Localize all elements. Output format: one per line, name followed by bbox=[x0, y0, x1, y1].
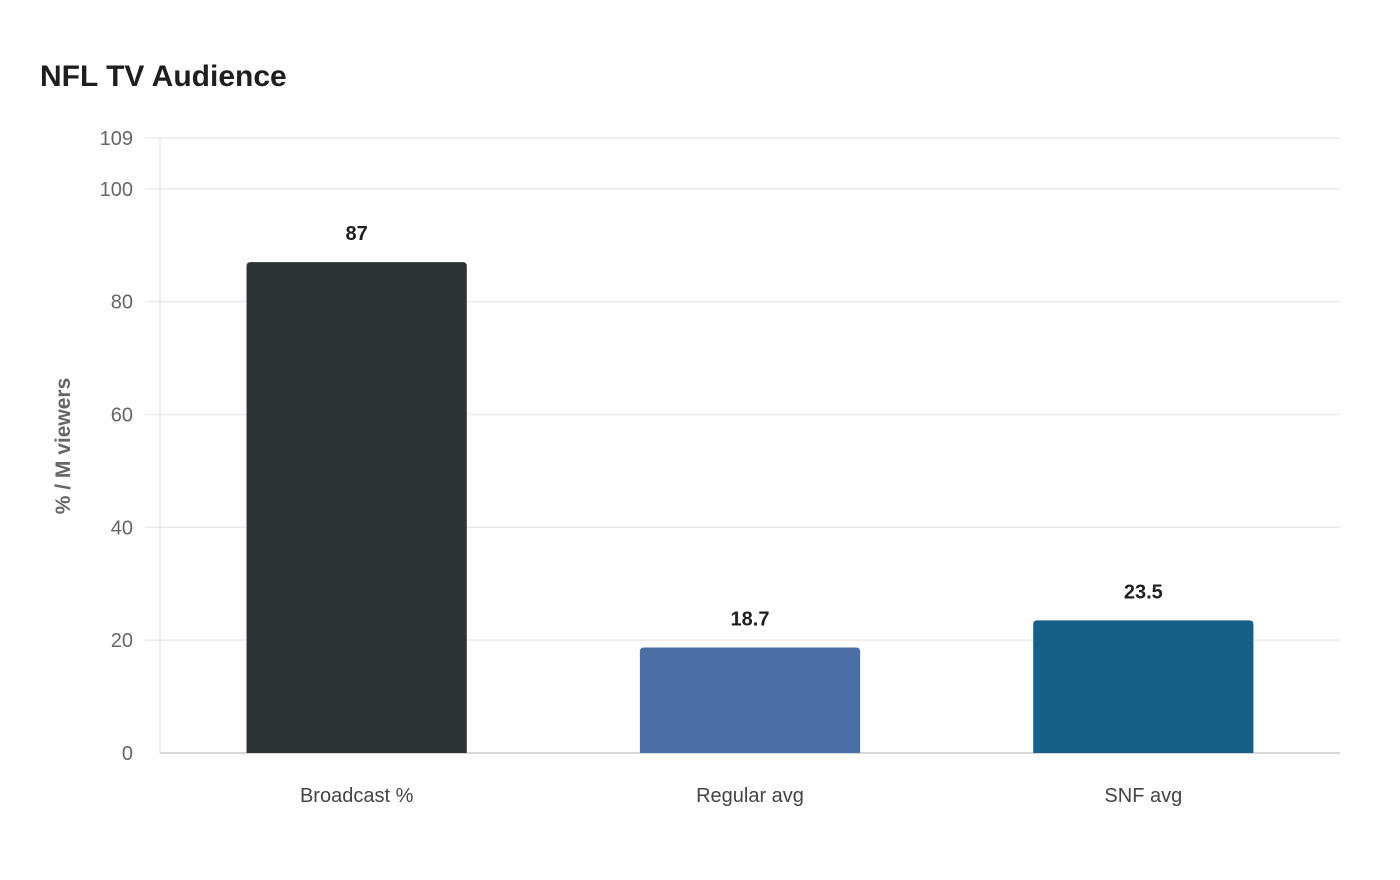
y-tick-label: 60 bbox=[111, 404, 133, 426]
data-label: 87 bbox=[346, 223, 368, 245]
data-label: 23.5 bbox=[1124, 581, 1163, 603]
labels: 0 20 40 60 80 100 109 87 Broadcast % 18.7 Regular … bbox=[100, 128, 1183, 807]
y-axis-label: % / M viewers bbox=[52, 378, 75, 515]
x-tick-label: SNF avg bbox=[1104, 785, 1182, 807]
bar[interactable] bbox=[639, 647, 861, 753]
y-tick-label: 20 bbox=[111, 630, 133, 652]
x-tick-label: Regular avg bbox=[696, 785, 804, 807]
y-tick-label: 40 bbox=[111, 517, 133, 539]
y-tick-label: 109 bbox=[100, 128, 133, 150]
y-tick-label: 0 bbox=[122, 743, 133, 765]
bar[interactable] bbox=[246, 262, 467, 753]
chart-title: NFL TV Audience bbox=[40, 60, 287, 93]
bars bbox=[246, 262, 1254, 753]
y-tick-label: 100 bbox=[100, 179, 133, 201]
bar[interactable] bbox=[1033, 620, 1254, 753]
x-tick-label: Broadcast % bbox=[300, 785, 414, 807]
y-tick-label: 80 bbox=[111, 292, 133, 314]
data-label: 18.7 bbox=[731, 608, 770, 630]
